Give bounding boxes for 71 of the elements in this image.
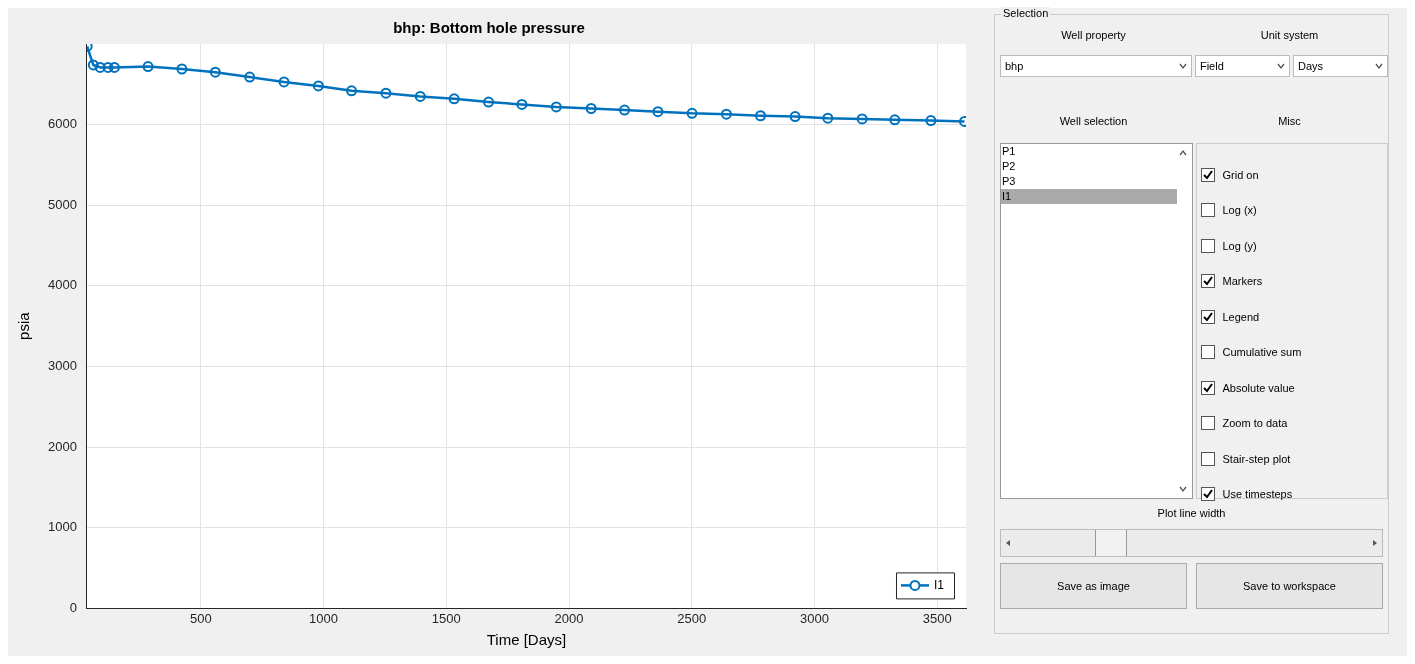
- text: P3: [1002, 175, 1016, 187]
- point: [925, 115, 937, 127]
- point: [889, 114, 901, 126]
- text: Use timesteps: [1222, 488, 1293, 501]
- point: [619, 104, 631, 116]
- point: [856, 113, 868, 125]
- point: [142, 61, 154, 73]
- point: [755, 110, 767, 122]
- text: P1: [1002, 145, 1016, 157]
- point: [380, 87, 392, 99]
- point: [87, 59, 99, 71]
- y-tick-label: 3000: [48, 358, 77, 374]
- point: [483, 96, 495, 108]
- text: Field: [1199, 60, 1224, 72]
- point: [822, 112, 834, 124]
- point: [176, 63, 188, 75]
- chart-title: bhp: Bottom hole pressure: [393, 19, 585, 37]
- point: [686, 107, 698, 119]
- point: [448, 93, 460, 105]
- y-tick-label: 6000: [48, 116, 77, 132]
- text: Cumulative sum: [1222, 346, 1302, 359]
- x-tick-label: 1500: [431, 610, 461, 626]
- point: [550, 101, 562, 113]
- x-tick-label: 500: [189, 610, 212, 626]
- text: Save to workspace: [1243, 580, 1336, 592]
- text: Log (y): [1222, 239, 1257, 252]
- point: [414, 90, 426, 102]
- point: [720, 108, 732, 120]
- y-tick-label: 1000: [48, 519, 77, 535]
- y-tick-label: 0: [69, 599, 77, 615]
- text: Well property: [1061, 29, 1126, 41]
- x-tick-label: 3500: [922, 610, 952, 626]
- text: Unit system: [1260, 29, 1319, 41]
- text: I1: [1002, 190, 1012, 202]
- text: Plot line width: [1157, 507, 1226, 519]
- point: [312, 80, 324, 92]
- text: Days: [1297, 60, 1324, 72]
- x-tick-label: 2000: [554, 610, 584, 626]
- y-tick-label: 5000: [48, 196, 77, 212]
- point: [94, 61, 106, 73]
- point: [108, 61, 120, 73]
- y-axis-title: psia: [15, 311, 33, 340]
- x-tick-label: 1000: [309, 610, 339, 626]
- point: [652, 106, 664, 118]
- x-tick-label: 2500: [677, 610, 707, 626]
- text: Zoom to data: [1222, 417, 1288, 430]
- point: [278, 76, 290, 88]
- legend-label: I1: [933, 577, 945, 592]
- x-tick-label: 3000: [800, 610, 829, 626]
- point: [209, 66, 221, 78]
- text: Save as image: [1057, 580, 1130, 592]
- text: Markers: [1222, 275, 1263, 288]
- point: [346, 85, 358, 97]
- text: Well selection: [1059, 115, 1128, 127]
- point: [102, 61, 114, 73]
- point: [244, 71, 256, 83]
- text: Legend: [1222, 310, 1260, 323]
- point: [789, 111, 801, 123]
- text: Grid on: [1222, 168, 1259, 181]
- text: Log (x): [1222, 204, 1257, 217]
- point: [516, 98, 528, 110]
- text: P2: [1002, 160, 1016, 172]
- text: Absolute value: [1222, 381, 1295, 394]
- y-tick-label: 2000: [48, 438, 77, 454]
- text: Selection: [1001, 7, 1051, 19]
- x-axis-title: Time [Days]: [486, 631, 567, 649]
- y-tick-label: 4000: [48, 277, 77, 293]
- text: bhp: [1005, 60, 1024, 72]
- point: [585, 103, 597, 114]
- text: Stair-step plot: [1222, 452, 1291, 465]
- text: Misc: [1278, 115, 1301, 127]
